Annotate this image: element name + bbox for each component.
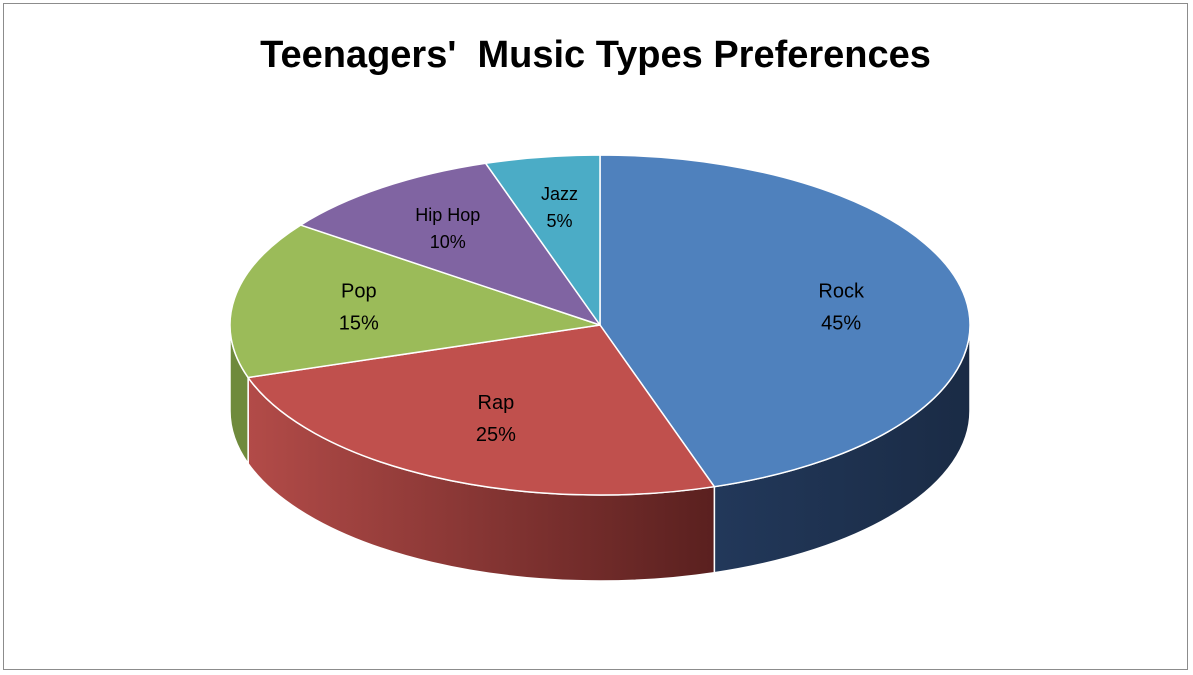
pie-slice-jazz: [484, 154, 601, 326]
pie-slice-rock: [599, 154, 971, 488]
data-label-pop: Pop: [341, 280, 377, 302]
pie-tops: [229, 154, 971, 496]
data-label-hip-hop: Hip Hop: [415, 205, 480, 225]
data-value-jazz: 5%: [546, 211, 572, 231]
data-label-rock: Rock: [818, 280, 865, 302]
data-value-rap: 25%: [476, 424, 516, 446]
data-value-rock: 45%: [821, 312, 861, 334]
pie-sides: [229, 324, 971, 582]
pie-slice-hip-hop: [299, 162, 601, 326]
pie-slice-pop: [229, 224, 601, 379]
data-value-pop: 15%: [339, 312, 379, 334]
data-label-jazz: Jazz: [541, 184, 578, 204]
chart-title: Teenagers' Music Types Preferences: [260, 34, 931, 76]
pie-labels: Rock 45% Rap 25% Pop 15% Hip Hop 10% Jazz 5%: [339, 184, 865, 446]
data-label-rap: Rap: [478, 392, 515, 414]
pie-slice-rap: [247, 324, 716, 496]
data-value-hip-hop: 10%: [430, 232, 466, 252]
